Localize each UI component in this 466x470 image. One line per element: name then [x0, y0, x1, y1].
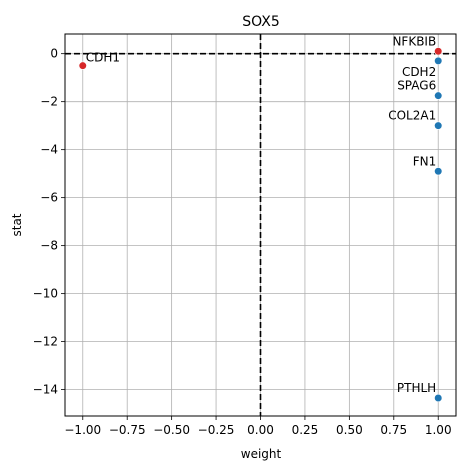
point-label-cdh1: CDH1 [86, 51, 120, 65]
y-tick-label: −8 [40, 239, 58, 253]
point-label-cdh2: CDH2 [402, 65, 436, 79]
x-tick-label: 1.00 [425, 423, 452, 437]
point-col2a1 [434, 121, 443, 130]
y-axis-ticks: 0 −2 −4 −6 −8 −10 −12 −14 [33, 47, 65, 397]
y-tick-label: −12 [33, 335, 58, 349]
y-axis-label: stat [10, 213, 24, 236]
point-label-nfkbib: NFKBIB [392, 34, 436, 48]
y-tick-label: −14 [33, 383, 58, 397]
point-label-pthlh: PTHLH [397, 381, 436, 395]
point-cdh2 [434, 56, 443, 65]
y-tick-label: −6 [40, 191, 58, 205]
point-label-fn1: FN1 [413, 154, 437, 168]
chart-title: SOX5 [242, 14, 280, 30]
x-tick-label: 0.25 [292, 423, 319, 437]
x-tick-label: −0.50 [153, 423, 190, 437]
x-tick-label: 0.75 [380, 423, 407, 437]
point-cdh1 [78, 61, 87, 70]
point-nfkbib [434, 47, 443, 56]
point-label-spag6: SPAG6 [397, 79, 436, 93]
x-axis-ticks: −1.00 −0.75 −0.50 −0.25 0.00 0.25 0.50 0.75 1.00 [64, 416, 452, 437]
point-label-col2a1: COL2A1 [388, 109, 436, 123]
y-tick-label: −4 [40, 143, 58, 157]
x-tick-label: −0.75 [109, 423, 146, 437]
point-fn1 [434, 167, 443, 176]
x-tick-label: −1.00 [64, 423, 101, 437]
point-pthlh [434, 393, 443, 403]
data-points [78, 47, 443, 403]
y-tick-label: 0 [50, 47, 58, 61]
y-tick-label: −2 [40, 95, 58, 109]
y-tick-label: −10 [33, 287, 58, 301]
x-tick-label: 0.50 [336, 423, 363, 437]
point-spag6 [434, 91, 443, 100]
reference-lines [65, 34, 456, 416]
x-tick-label: −0.25 [198, 423, 235, 437]
x-tick-label: 0.00 [247, 423, 274, 437]
x-axis-label: weight [241, 447, 282, 461]
